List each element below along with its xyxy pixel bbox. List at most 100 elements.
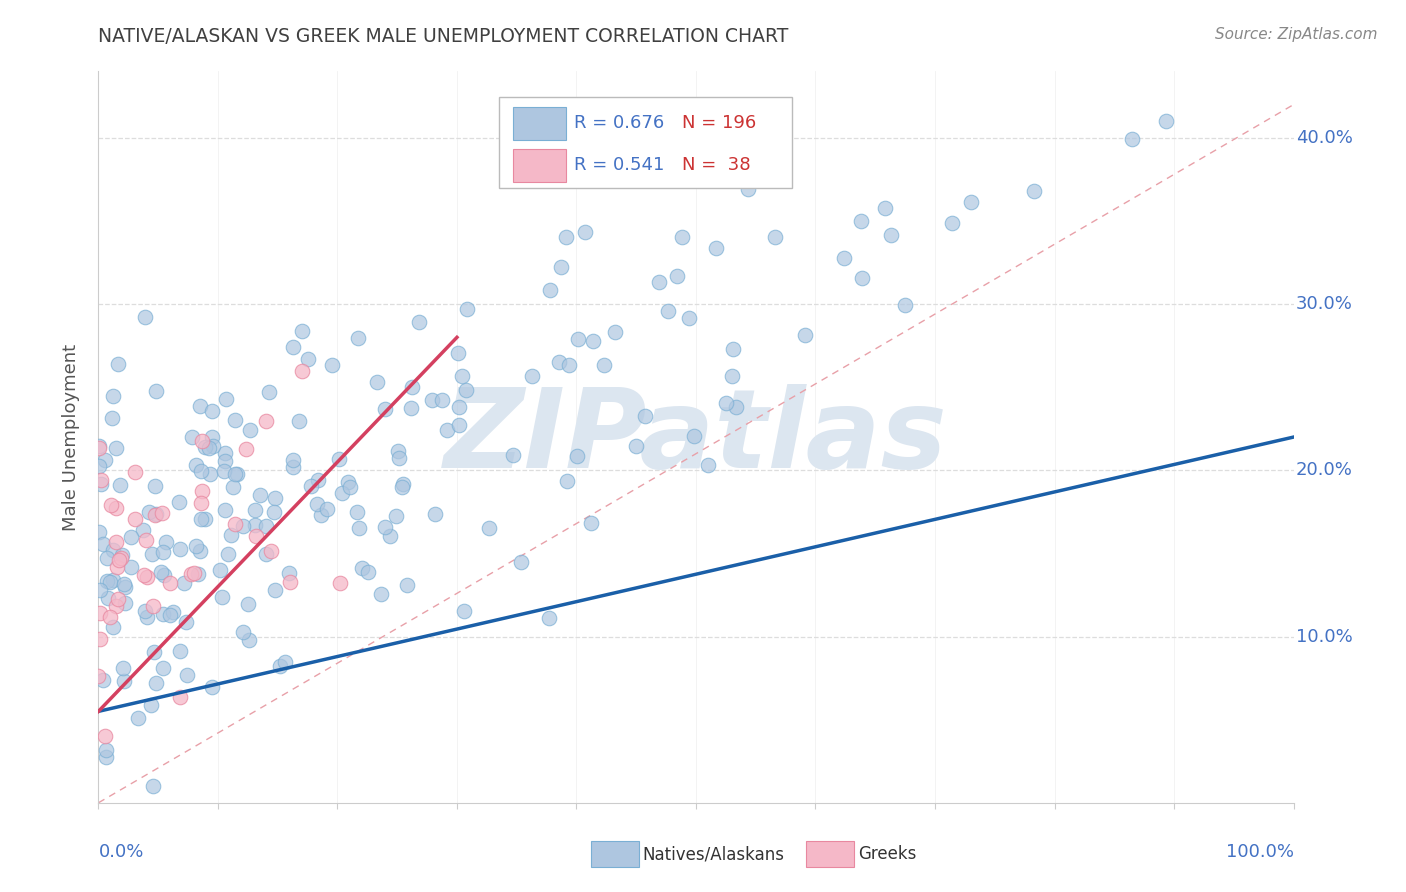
- Point: [851, 270, 873, 285]
- Point: [219, 528, 242, 542]
- Point: [176, 668, 198, 682]
- Point: [832, 252, 855, 266]
- Point: [108, 553, 131, 567]
- Point: [169, 644, 191, 658]
- Point: [224, 516, 246, 531]
- Point: [231, 519, 253, 533]
- Point: [197, 441, 219, 455]
- Point: [366, 375, 388, 389]
- Point: [145, 384, 167, 398]
- Point: [105, 559, 128, 574]
- Point: [374, 520, 396, 534]
- Point: [291, 325, 314, 339]
- Text: 0.0%: 0.0%: [98, 843, 143, 861]
- Point: [283, 460, 305, 475]
- Point: [105, 599, 128, 614]
- Point: [89, 606, 111, 620]
- Point: [224, 467, 246, 482]
- Y-axis label: Male Unemployment: Male Unemployment: [62, 343, 80, 531]
- Point: [238, 632, 260, 647]
- FancyBboxPatch shape: [806, 841, 853, 867]
- Point: [278, 566, 301, 581]
- Point: [254, 547, 277, 561]
- Point: [309, 508, 332, 523]
- Point: [401, 380, 423, 394]
- Point: [245, 529, 267, 543]
- Point: [1121, 131, 1143, 145]
- Point: [453, 604, 475, 618]
- Point: [239, 423, 262, 437]
- Text: N = 196: N = 196: [682, 114, 756, 132]
- Point: [392, 477, 415, 491]
- Point: [98, 575, 121, 590]
- Point: [291, 363, 314, 377]
- FancyBboxPatch shape: [591, 841, 638, 867]
- Point: [574, 225, 596, 239]
- Point: [214, 454, 236, 468]
- Point: [155, 535, 177, 549]
- Point: [87, 669, 110, 683]
- Point: [143, 508, 166, 523]
- Point: [120, 560, 142, 574]
- Point: [794, 327, 817, 342]
- Point: [201, 430, 224, 444]
- Point: [894, 298, 917, 312]
- Point: [245, 503, 267, 517]
- Point: [188, 399, 211, 413]
- Point: [142, 599, 165, 613]
- Point: [634, 409, 657, 424]
- Point: [329, 575, 352, 590]
- Point: [385, 508, 408, 523]
- Point: [288, 414, 311, 428]
- Point: [269, 658, 291, 673]
- Point: [449, 418, 471, 433]
- Point: [657, 304, 679, 318]
- Point: [941, 216, 963, 230]
- Point: [101, 410, 124, 425]
- Point: [550, 260, 572, 275]
- Point: [194, 512, 217, 526]
- Point: [387, 443, 409, 458]
- Point: [89, 583, 111, 598]
- Text: ZIPatlas: ZIPatlas: [444, 384, 948, 491]
- Point: [297, 352, 319, 367]
- Point: [281, 453, 304, 467]
- Point: [152, 607, 174, 622]
- Point: [716, 396, 738, 410]
- Point: [232, 624, 254, 639]
- Text: Natives/Alaskans: Natives/Alaskans: [643, 845, 785, 863]
- Point: [90, 476, 112, 491]
- Point: [87, 459, 110, 474]
- Point: [141, 547, 163, 561]
- Point: [396, 578, 419, 592]
- Point: [89, 441, 111, 455]
- Point: [111, 661, 134, 675]
- Point: [190, 464, 212, 478]
- Point: [112, 673, 135, 688]
- Point: [120, 530, 142, 544]
- Point: [436, 423, 458, 437]
- Point: [191, 434, 214, 449]
- Point: [127, 711, 149, 725]
- Point: [201, 439, 224, 453]
- Point: [93, 453, 115, 467]
- Point: [249, 487, 271, 501]
- Point: [388, 451, 411, 466]
- Point: [432, 392, 454, 407]
- Point: [447, 346, 470, 360]
- Point: [152, 661, 174, 675]
- Point: [222, 480, 245, 494]
- Point: [263, 506, 285, 520]
- Point: [352, 561, 374, 575]
- Point: [502, 448, 524, 462]
- Point: [96, 551, 118, 566]
- Point: [245, 517, 267, 532]
- Point: [94, 750, 117, 764]
- Point: [737, 182, 759, 196]
- Point: [150, 506, 173, 520]
- Point: [183, 566, 205, 581]
- Point: [301, 479, 323, 493]
- Point: [370, 587, 392, 601]
- Point: [960, 194, 983, 209]
- Point: [214, 446, 236, 460]
